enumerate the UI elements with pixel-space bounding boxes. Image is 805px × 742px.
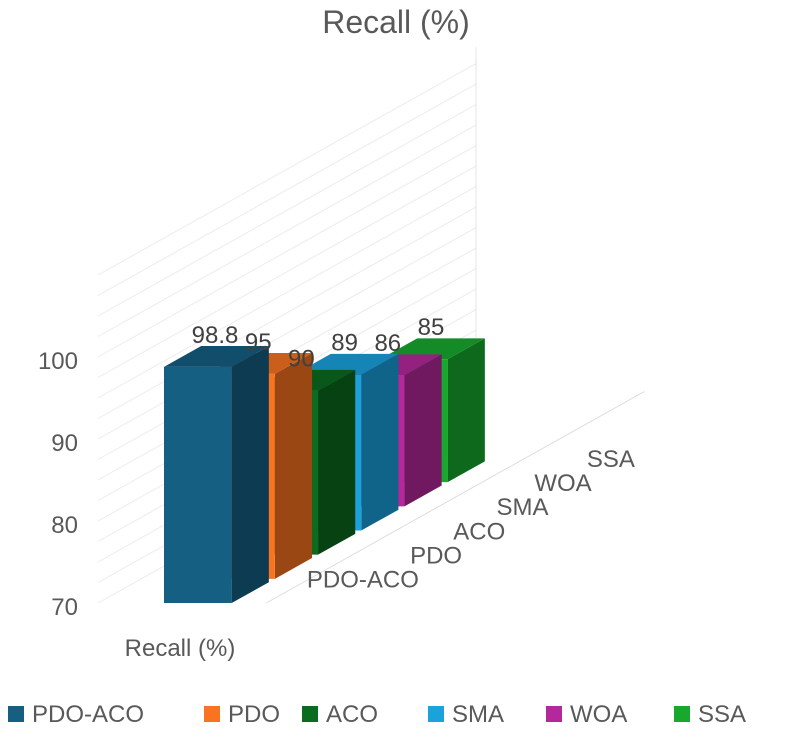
bar-side	[274, 353, 313, 579]
gridline	[97, 63, 477, 276]
gridline	[97, 227, 477, 440]
data-label: 85	[418, 314, 445, 341]
gridline	[97, 145, 477, 358]
legend-swatch	[546, 706, 562, 722]
data-label: 98.8	[192, 322, 239, 349]
depth-tick-label: SMA	[496, 494, 548, 521]
bars	[164, 338, 485, 603]
bar-side	[231, 346, 269, 603]
data-label: 89	[331, 330, 358, 357]
bar-side	[404, 354, 442, 507]
data-label: 90	[288, 346, 315, 373]
gridline	[97, 186, 477, 399]
y-tick-label: 100	[38, 348, 78, 375]
depth-tick-label: ACO	[453, 518, 505, 545]
depth-tick-label: SSA	[587, 446, 635, 473]
depth-tick-label: WOA	[534, 470, 591, 497]
floor-edge	[266, 391, 645, 604]
bar-top	[293, 353, 399, 375]
legend-label: PDO	[228, 701, 280, 728]
gridlines	[97, 47, 645, 604]
data-label: 86	[374, 330, 401, 357]
legend-swatch	[674, 706, 690, 722]
bar-side	[361, 353, 399, 531]
legend-label: ACO	[326, 701, 378, 728]
legend-swatch	[302, 706, 318, 722]
legend-swatch	[428, 706, 444, 722]
bar-pdo-aco	[164, 346, 269, 603]
gridline	[97, 124, 477, 337]
legend-label: WOA	[570, 701, 627, 728]
bar-top	[164, 346, 269, 367]
depth-tick-label: PDO	[410, 542, 462, 569]
gridline	[97, 83, 477, 296]
depth-tick-label: PDO-ACO	[307, 567, 419, 594]
legend-label: SMA	[452, 701, 504, 728]
legend: PDO-ACO PDO ACO SMA WOA SSA	[8, 701, 746, 728]
bar-side	[447, 338, 485, 483]
bar-front	[164, 366, 232, 603]
legend-swatch	[8, 706, 24, 722]
gridline	[97, 206, 477, 419]
legend-swatch	[204, 706, 220, 722]
y-tick-label: 90	[51, 430, 78, 457]
y-tick-label: 70	[51, 594, 78, 621]
x-axis-category-label: Recall (%)	[125, 635, 236, 662]
chart-title: Recall (%)	[322, 4, 470, 40]
legend-label: PDO-ACO	[32, 701, 144, 728]
y-axis-ticks: 70 80 90 100	[38, 348, 78, 621]
gridline	[97, 165, 477, 378]
data-label: 95	[245, 329, 272, 356]
legend-label: SSA	[698, 701, 746, 728]
data-labels: 98.8 95 90 89 86 85	[192, 314, 445, 373]
gridline	[97, 104, 477, 317]
bar-top	[380, 338, 485, 360]
y-tick-label: 80	[51, 512, 78, 539]
bar-side	[318, 369, 356, 555]
